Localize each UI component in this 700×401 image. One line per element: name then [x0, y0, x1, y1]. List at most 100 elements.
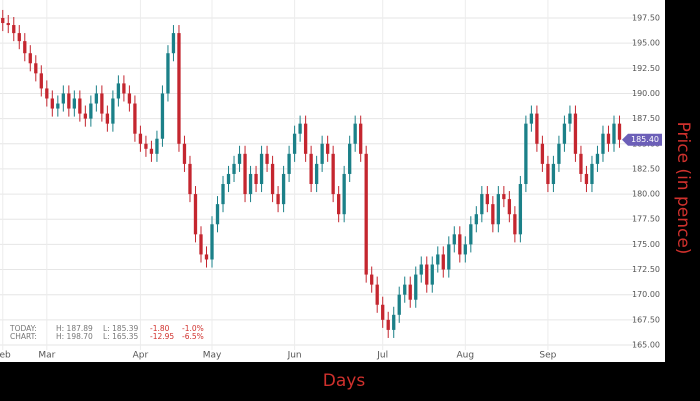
candle-body [397, 294, 401, 315]
candle-body [320, 143, 324, 164]
candle-body [529, 113, 534, 124]
candle-body [61, 93, 65, 104]
y-tick-label: 175.00 [632, 240, 660, 249]
candle-body [138, 133, 143, 144]
candle-body [45, 88, 49, 99]
y-tick-label: 197.50 [632, 14, 660, 23]
summary-change: -1.80 [150, 324, 170, 333]
candle-body [463, 244, 467, 255]
candle-body [243, 153, 247, 195]
price-badge-label: 185.40 [631, 135, 659, 144]
x-tick-label: Mar [38, 351, 55, 361]
candle-body [160, 93, 165, 139]
candle-body [23, 41, 27, 54]
candle-body [127, 93, 132, 104]
candle-body [314, 163, 319, 185]
candle-body [265, 153, 269, 164]
candle-body [281, 173, 286, 205]
candle-body [259, 153, 264, 185]
candle-body [17, 33, 21, 42]
summary-percent: -6.5% [182, 332, 204, 341]
candle-body [573, 113, 578, 154]
candle-body [617, 123, 622, 140]
candle-body [606, 133, 611, 144]
candle-body [199, 234, 203, 255]
x-tick-label: Feb [0, 351, 11, 361]
candle-body [221, 184, 225, 205]
candle-body [386, 319, 390, 330]
candle-body [298, 123, 302, 134]
x-tick-label: Aug [457, 351, 475, 361]
candle-body [226, 173, 231, 185]
candle-body [441, 254, 445, 270]
candle-body [89, 103, 93, 119]
candle-body [171, 33, 176, 54]
candle-body [155, 138, 159, 154]
y-tick-label: 172.50 [632, 265, 660, 274]
candle-body [144, 143, 148, 149]
candle-body [557, 143, 561, 164]
candle-body [1, 18, 5, 24]
candle-body [590, 163, 594, 185]
candle-body [122, 83, 126, 94]
y-axis-title: Price (in pence) [673, 122, 693, 255]
candle-body [83, 113, 88, 119]
candle-body [50, 98, 54, 109]
candle-body [474, 214, 478, 225]
candle-body [188, 163, 192, 195]
candle-body [496, 194, 500, 225]
candle-body [237, 153, 242, 164]
x-axis-title: Days [323, 371, 366, 391]
candle-body [111, 98, 115, 124]
candle-body [425, 264, 429, 285]
candle-body [491, 204, 495, 225]
candle-body [39, 73, 43, 89]
x-tick-label: Jun [287, 351, 302, 361]
candle-body [72, 98, 76, 109]
candle-body [12, 25, 16, 34]
candle-body [56, 103, 60, 109]
candle-body [28, 53, 32, 64]
candle-body [568, 113, 572, 124]
x-tick-label: Apr [133, 351, 149, 361]
candle-body [254, 173, 258, 185]
candle-body [469, 224, 473, 245]
candle-body [375, 284, 379, 305]
candle-body [430, 264, 434, 285]
candle-body [502, 194, 506, 200]
summary-high: H: 187.89 [56, 324, 93, 333]
candle-body [6, 23, 10, 26]
x-tick-label: Jul [376, 351, 388, 361]
candle-body [601, 133, 605, 154]
candle-body [78, 98, 82, 114]
candle-body [210, 224, 214, 260]
candle-body [507, 199, 512, 215]
candle-body [414, 274, 418, 300]
candle-body [364, 153, 368, 275]
price-badge [622, 133, 662, 146]
summary-period: CHART: [10, 332, 37, 341]
summary-high: H: 198.70 [56, 332, 93, 341]
y-tick-label: 170.00 [632, 290, 660, 299]
candle-body [303, 123, 308, 154]
candle-body [34, 63, 38, 74]
y-tick-label: 167.50 [632, 315, 660, 324]
candle-body [392, 314, 396, 330]
candle-body [309, 153, 313, 185]
grid: 165.00 167.50 170.00 172.50 175.00 177.50 180.… [0, 0, 660, 361]
candle-body [595, 153, 600, 164]
candle-body [67, 93, 71, 109]
y-tick-label: 195.00 [632, 39, 660, 48]
candle-body [381, 304, 385, 320]
candle-body [182, 143, 187, 164]
candle-body [116, 83, 121, 99]
candle-body [403, 284, 407, 295]
summary-percent: -1.0% [182, 324, 204, 333]
candle-body [348, 143, 352, 174]
summary-period: TODAY: [9, 324, 37, 333]
candle-body [447, 244, 451, 270]
candle-body [419, 264, 423, 275]
candle-body [458, 234, 462, 255]
candle-body [524, 123, 528, 185]
